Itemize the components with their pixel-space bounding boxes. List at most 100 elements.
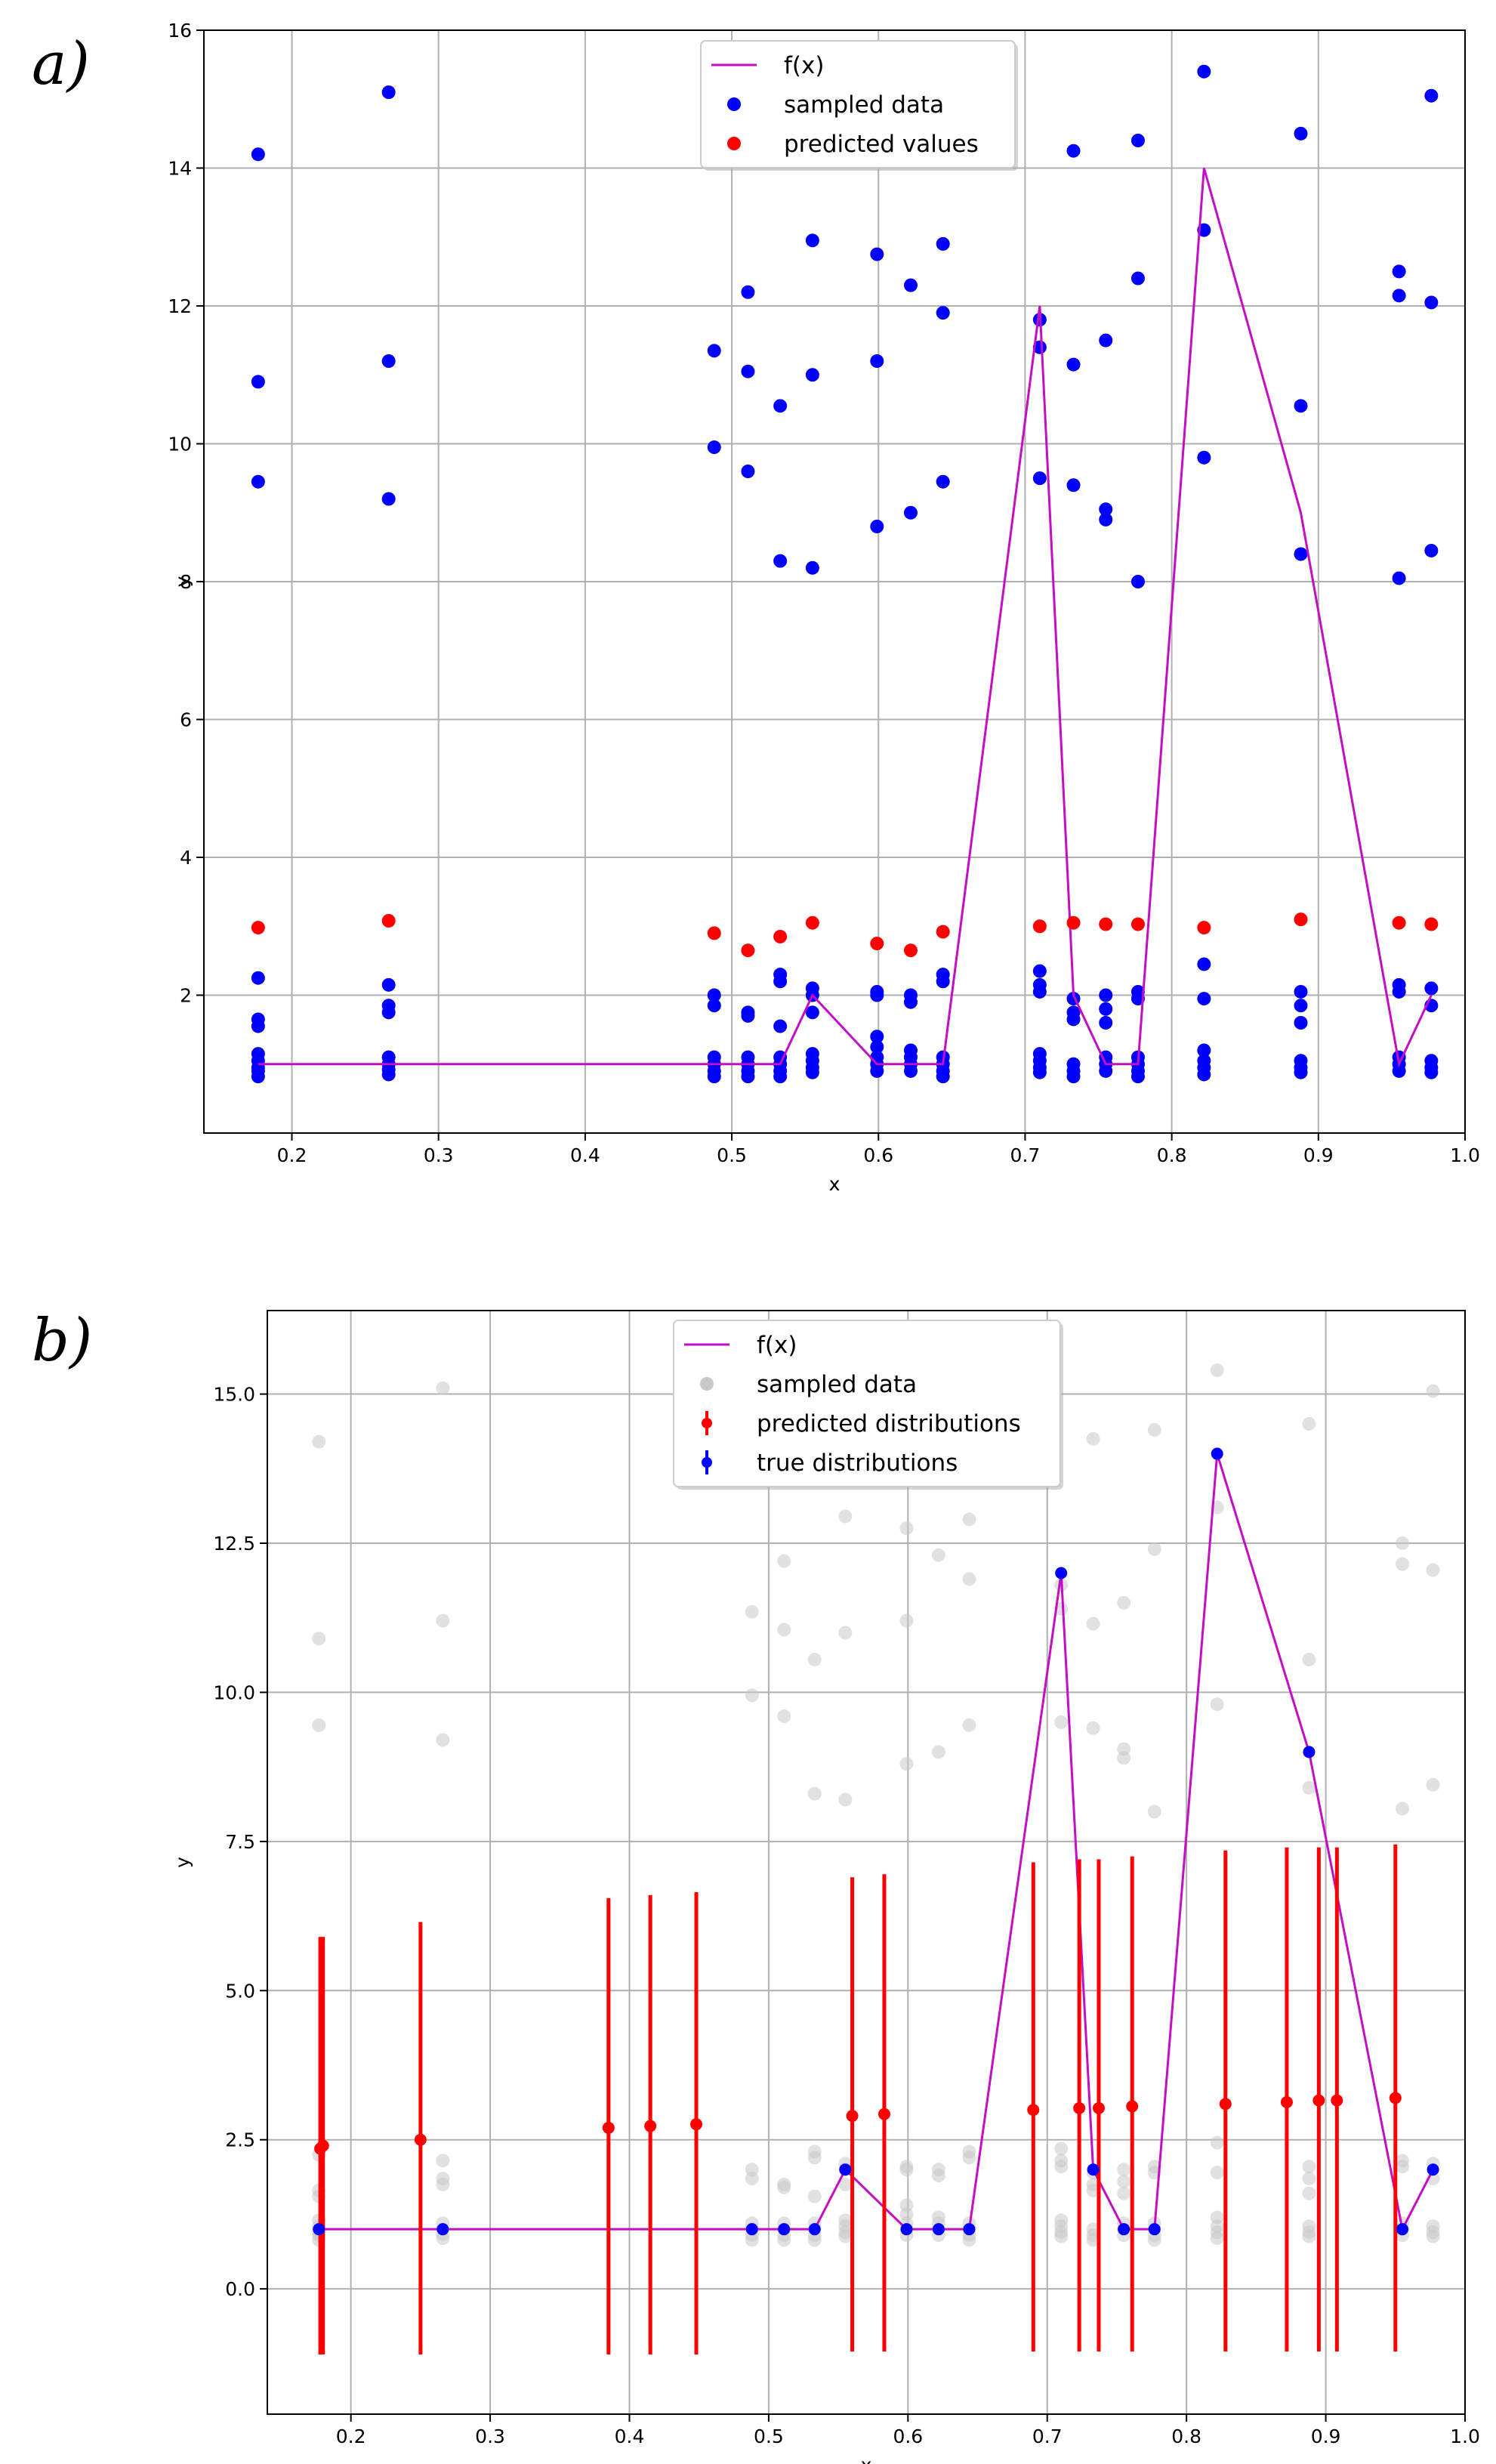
- sampled-data-point: [1392, 264, 1406, 279]
- sampled-data-point: [962, 1572, 976, 1586]
- legend-label: sampled data: [757, 1371, 917, 1398]
- predicted-mean-point: [1219, 2098, 1232, 2110]
- sampled-data-point: [1054, 2160, 1069, 2174]
- sampled-data-point: [251, 1019, 265, 1033]
- sampled-data-point: [1099, 1002, 1113, 1016]
- y-axis-label: y: [171, 1857, 193, 1868]
- y-tick-label: 7.5: [225, 1831, 255, 1853]
- sampled-data-point: [1147, 1805, 1161, 1819]
- legend: f(x) sampled data predicted values: [700, 40, 1018, 171]
- sampled-data-point: [436, 1381, 450, 1395]
- y-tick-label: 2: [180, 985, 192, 1007]
- x-tick-label: 0.4: [570, 1144, 600, 1166]
- sampled-data-point: [251, 474, 265, 489]
- sampled-data-point: [1066, 1070, 1081, 1084]
- y-tick-label: 10.0: [213, 1681, 255, 1703]
- sampled-data-point: [899, 1757, 914, 1771]
- sampled-data-point: [870, 247, 884, 261]
- predicted-mean-point: [1027, 2104, 1040, 2117]
- legend-swatch-predicted: [727, 137, 741, 150]
- sampled-data-point: [707, 999, 721, 1013]
- sampled-data-point: [745, 2172, 759, 2186]
- predicted-mean-point: [602, 2121, 615, 2134]
- sampled-data-point: [807, 1786, 822, 1801]
- predicted-mean-point: [1073, 2101, 1086, 2114]
- sampled-data-point: [381, 1005, 396, 1020]
- sampled-data-point: [1117, 2186, 1131, 2200]
- sampled-data-point: [1032, 340, 1047, 354]
- predicted-mean-point: [316, 2139, 329, 2152]
- sampled-data-point: [1210, 2135, 1224, 2150]
- y-tick-label: 10: [168, 434, 192, 455]
- sampled-data-point: [381, 354, 396, 368]
- sampled-data-point: [903, 505, 918, 520]
- predicted-mean-point: [1126, 2100, 1139, 2113]
- x-tick-label: 0.2: [277, 1144, 307, 1166]
- sampled-data-point: [381, 977, 396, 992]
- sampled-data-point: [1302, 1780, 1316, 1795]
- sampled-data-point: [1294, 399, 1308, 413]
- sampled-data-point: [773, 554, 788, 568]
- sampled-data-point: [870, 1039, 884, 1054]
- true-distribution-point: [963, 2223, 976, 2236]
- predicted-value-point: [870, 937, 884, 951]
- sampled-data-point: [931, 2169, 945, 2183]
- predicted-mean-point: [644, 2120, 657, 2132]
- sampled-data-point: [805, 1005, 819, 1020]
- sampled-data-point: [773, 399, 788, 413]
- sampled-data-point: [838, 1626, 853, 1640]
- sampled-data-point: [936, 474, 950, 489]
- sampled-data-point: [962, 2151, 976, 2165]
- true-distribution-point: [1118, 2223, 1130, 2236]
- sampled-data-point: [1210, 1363, 1224, 1377]
- legend-label: predicted distributions: [757, 1410, 1021, 1437]
- sampled-data-point: [777, 2233, 791, 2247]
- sampled-data-point: [1099, 512, 1113, 526]
- sampled-data-point: [745, 2233, 759, 2247]
- predicted-mean-point: [1312, 2094, 1325, 2107]
- legend-label: true distributions: [757, 1450, 958, 1477]
- sampled-data-point: [1117, 2175, 1131, 2189]
- sampled-data-point: [870, 1064, 884, 1078]
- sampled-data-point: [773, 1070, 788, 1084]
- y-tick-label: 16: [168, 20, 192, 42]
- sampled-data-point: [1197, 1067, 1211, 1082]
- sampled-data-point: [1130, 271, 1145, 286]
- predicted-value-point: [805, 916, 819, 930]
- sampled-data-point: [745, 1688, 759, 1703]
- sampled-data-point: [1086, 1431, 1100, 1446]
- sampled-data-point: [1086, 1616, 1100, 1631]
- sampled-data-point: [936, 1070, 950, 1084]
- sampled-data-point: [251, 1070, 265, 1084]
- x-tick-label: 1.0: [1450, 1144, 1480, 1166]
- sampled-data-point: [1424, 295, 1439, 310]
- sampled-data-point: [1032, 1065, 1047, 1079]
- panel-a-label: a): [32, 30, 90, 98]
- true-distribution-point: [436, 2223, 449, 2236]
- plot-frame: [267, 1310, 1466, 2415]
- sampled-data-point: [1197, 957, 1211, 971]
- x-tick-label: 0.7: [1032, 2425, 1063, 2447]
- sampled-data-point: [838, 1509, 853, 1524]
- x-tick-label: 0.9: [1303, 1144, 1334, 1166]
- y-tick-label: 2.5: [225, 2129, 255, 2151]
- legend: f(x) sampled data predicted distributions t…: [673, 1320, 1063, 1490]
- sampled-data-point: [1032, 471, 1047, 486]
- sampled-data-point: [1147, 1542, 1161, 1556]
- y-tick-label: 12: [168, 295, 192, 317]
- sampled-data-point: [773, 974, 788, 989]
- sampled-data-point: [312, 1632, 326, 1646]
- sampled-data-point: [381, 492, 396, 506]
- sampled-data-point: [1117, 2163, 1131, 2177]
- x-tick-label: 0.6: [863, 1144, 893, 1166]
- sampled-data-point: [1426, 2229, 1440, 2243]
- legend-swatch-sampled: [700, 1377, 714, 1391]
- sampled-data-point: [1302, 1652, 1316, 1666]
- sampled-data-point: [436, 2154, 450, 2168]
- sampled-data-point: [1197, 64, 1211, 79]
- predicted-mean-point: [1280, 2095, 1293, 2108]
- sampled-data-point: [903, 995, 918, 1009]
- fx-line: [258, 168, 1433, 1068]
- sampled-data-point: [1066, 1012, 1081, 1027]
- sampled-data-point: [807, 2189, 822, 2203]
